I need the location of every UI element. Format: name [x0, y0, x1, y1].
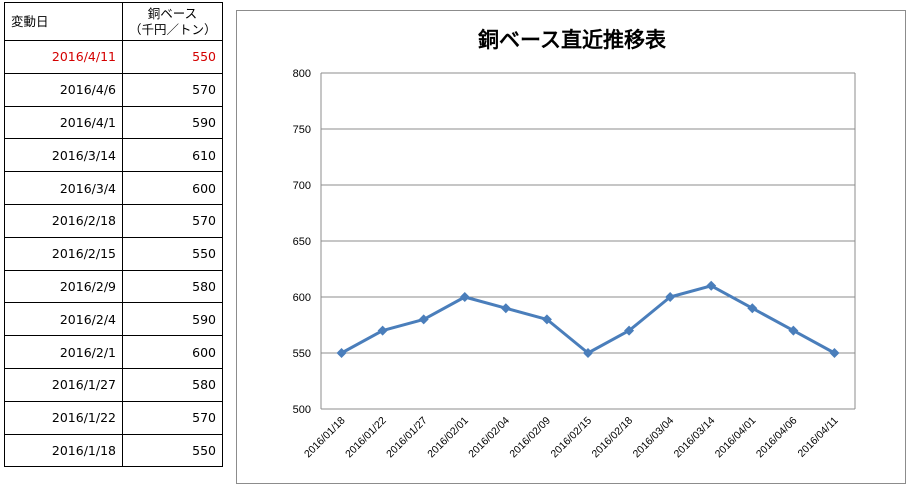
- table-row: 2016/4/1 590: [4, 105, 223, 140]
- data-point: [459, 292, 470, 302]
- row-price: 590: [122, 105, 223, 140]
- x-tick-label: 2016/04/01: [713, 415, 759, 461]
- header-price-line1: 銅ベース: [147, 5, 198, 21]
- row-date: 2016/4/6: [4, 72, 123, 107]
- x-tick-label: 2016/01/27: [384, 415, 430, 461]
- y-tick-label: 750: [293, 124, 311, 136]
- row-date: 2016/4/1: [4, 105, 123, 140]
- row-date: 2016/2/1: [4, 335, 123, 369]
- x-tick-label: 2016/02/04: [466, 415, 512, 461]
- x-tick-label: 2016/04/11: [795, 415, 840, 460]
- row-date: 2016/2/18: [4, 203, 123, 238]
- row-price: 550: [122, 433, 223, 468]
- table-row: 2016/2/15 550: [4, 236, 223, 271]
- x-tick-label: 2016/02/15: [548, 415, 594, 461]
- x-tick-label: 2016/01/22: [343, 415, 389, 461]
- y-tick-label: 650: [293, 236, 311, 248]
- data-point: [336, 348, 347, 358]
- row-price: 610: [122, 138, 223, 173]
- table-row: 2016/4/11 550: [4, 40, 223, 74]
- row-price: 600: [122, 335, 223, 369]
- chart-area: 銅ベース直近推移表 500 550 600 650 700 750 800 2016/01/18…: [236, 10, 906, 484]
- row-price: 580: [122, 269, 223, 304]
- table-row: 2016/1/22 570: [4, 400, 223, 435]
- table-row: 2016/2/1 600: [4, 335, 223, 369]
- table-row: 2016/2/9 580: [4, 269, 223, 304]
- row-date: 2016/2/15: [4, 236, 123, 271]
- copper-price-table: 変動日 銅ベース （千円／トン） 2016/4/11 550 2016/4/6 570…: [4, 2, 223, 468]
- header-price: 銅ベース （千円／トン）: [122, 2, 223, 41]
- y-tick-label: 700: [293, 180, 311, 192]
- row-date: 2016/1/27: [4, 367, 123, 402]
- table-row: 2016/2/4 590: [4, 302, 223, 337]
- chart-title: 銅ベース直近推移表: [478, 28, 667, 52]
- table-row: 2016/2/18 570: [4, 203, 223, 238]
- row-date: 2016/3/4: [4, 171, 123, 205]
- table-row: 2016/3/14 610: [4, 138, 223, 173]
- y-tick-label: 800: [293, 68, 311, 80]
- row-price: 580: [122, 367, 223, 402]
- header-date: 変動日: [4, 2, 123, 41]
- x-tick-label: 2016/03/04: [631, 415, 677, 461]
- row-date: 2016/4/11: [4, 40, 123, 74]
- row-date: 2016/1/18: [4, 433, 123, 468]
- data-point: [583, 348, 593, 358]
- data-point: [788, 325, 799, 336]
- data-point: [541, 314, 552, 325]
- y-tick-label: 550: [293, 348, 311, 360]
- data-point: [418, 314, 429, 325]
- row-date: 2016/3/14: [4, 138, 123, 173]
- x-tick-label: 2016/01/18: [302, 415, 348, 461]
- row-price: 550: [122, 236, 223, 271]
- data-point: [829, 348, 840, 358]
- data-point: [624, 325, 635, 336]
- data-point: [665, 292, 676, 302]
- x-tick-label: 2016/03/14: [672, 415, 718, 461]
- line-chart: 銅ベース直近推移表 500 550 600 650 700 750 800 2016/01/18…: [293, 28, 856, 461]
- data-point: [377, 325, 388, 336]
- x-tick-label: 2016/02/09: [507, 415, 553, 461]
- table-row: 2016/4/6 570: [4, 72, 223, 107]
- row-price: 570: [122, 203, 223, 238]
- row-price: 550: [122, 40, 223, 74]
- x-tick-label: 2016/02/18: [590, 415, 636, 461]
- row-price: 590: [122, 302, 223, 337]
- row-price: 570: [122, 72, 223, 107]
- y-tick-label: 600: [293, 292, 311, 304]
- x-tick-label: 2016/02/01: [425, 415, 471, 461]
- table-row: 2016/1/27 580: [4, 367, 223, 402]
- table-row: 2016/3/4 600: [4, 171, 223, 205]
- table-row: 2016/1/18 550: [4, 433, 223, 468]
- header-price-line2: （千円／トン）: [129, 21, 217, 37]
- row-date: 2016/2/9: [4, 269, 123, 304]
- data-point: [747, 303, 758, 314]
- data-point: [706, 280, 717, 291]
- series-line: [340, 284, 836, 355]
- x-tick-label: 2016/04/06: [754, 415, 800, 461]
- y-tick-label: 500: [293, 404, 311, 416]
- row-price: 570: [122, 400, 223, 435]
- row-date: 2016/1/22: [4, 400, 123, 435]
- row-price: 600: [122, 171, 223, 205]
- data-point: [500, 303, 511, 314]
- row-date: 2016/2/4: [4, 302, 123, 337]
- table-header-row: 変動日 銅ベース （千円／トン）: [4, 2, 223, 41]
